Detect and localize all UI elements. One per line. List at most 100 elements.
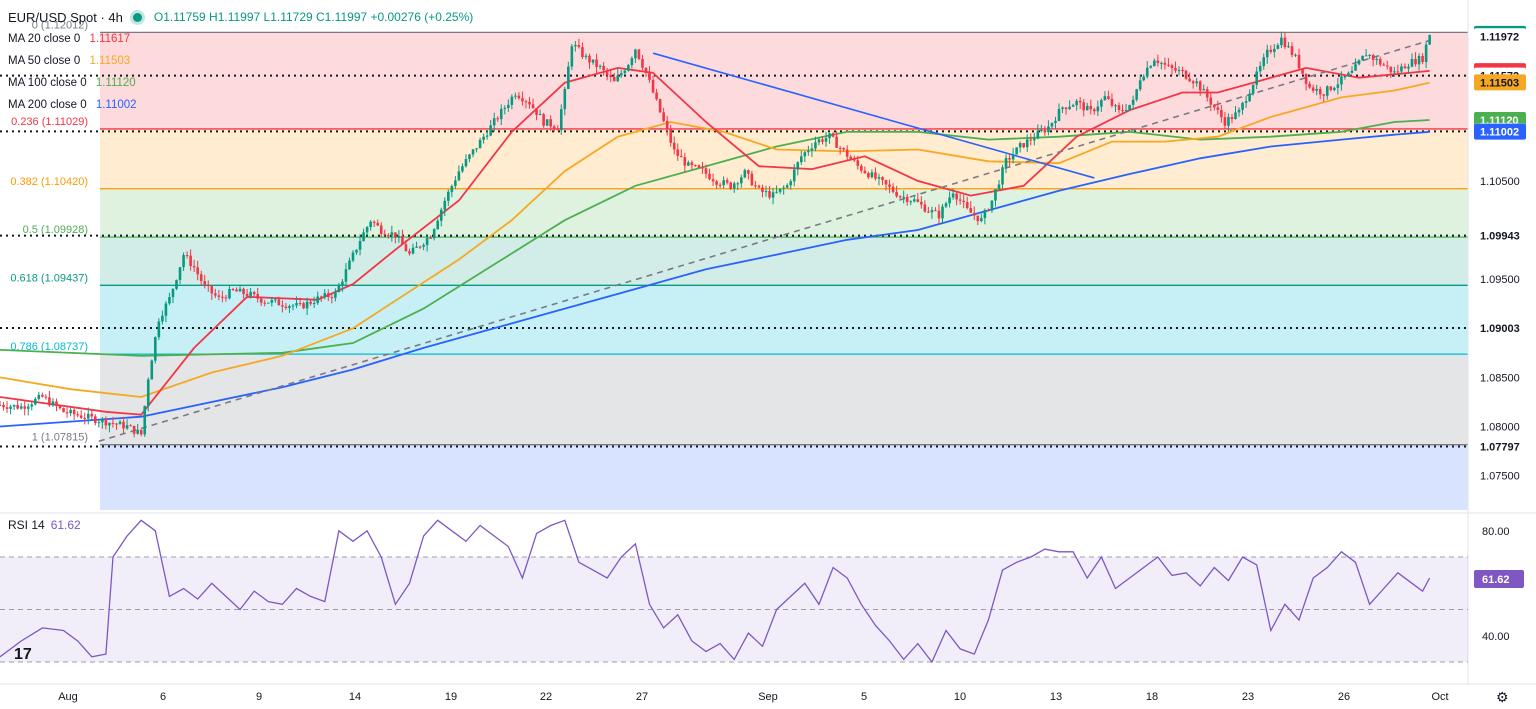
candle-body — [637, 49, 641, 60]
candle-body — [1371, 55, 1375, 60]
candle-body — [962, 200, 965, 203]
candle-body — [559, 109, 563, 131]
rising-trendline[interactable] — [98, 39, 1430, 442]
candle-body — [800, 156, 803, 163]
symbol-title[interactable]: EUR/USD Spot · 4h — [8, 9, 123, 25]
candle-body — [439, 209, 443, 221]
candle-body — [1103, 96, 1107, 101]
candle-body — [1283, 37, 1287, 48]
candle-body — [337, 285, 341, 292]
candle-body — [1110, 98, 1114, 106]
x-tick-label: Aug — [58, 691, 78, 703]
candle-body — [1015, 147, 1018, 155]
candle-body — [1375, 58, 1378, 60]
candle-body — [16, 404, 19, 409]
candle-body — [679, 155, 683, 158]
candle-body — [1188, 78, 1191, 82]
ma200-value: 1.11002 — [95, 99, 137, 111]
rsi-legend[interactable]: RSI 14 61.62 — [8, 518, 81, 532]
candle-body — [1414, 58, 1417, 65]
rsi-value: 61.62 — [50, 518, 81, 532]
candle-body — [369, 221, 372, 228]
candle-body — [125, 425, 129, 429]
candle-body — [161, 315, 164, 322]
candle-body — [1100, 100, 1103, 107]
candle-body — [79, 415, 83, 418]
candle-body — [214, 293, 217, 296]
candle-body — [1124, 110, 1128, 112]
candle-body — [1248, 93, 1251, 102]
candle-body — [807, 150, 810, 153]
candle-body — [531, 104, 535, 109]
candle-body — [1220, 109, 1223, 118]
candle-body — [542, 114, 545, 126]
rsi-tick-80: 80.00 — [1482, 526, 1510, 538]
candle-body — [1142, 76, 1146, 81]
candle-body — [48, 397, 51, 406]
candle-body — [86, 413, 90, 419]
candle-body — [1163, 62, 1167, 65]
gear-icon[interactable]: ⚙ — [1496, 689, 1509, 705]
price-label-badge — [1474, 28, 1526, 45]
ma200-legend[interactable]: MA 200 close 0 1.11002 — [8, 99, 137, 111]
price-label-badge — [1474, 438, 1526, 455]
candle-body — [178, 267, 182, 280]
candle-body — [2, 404, 5, 408]
candle-body — [627, 65, 630, 71]
candle-body — [291, 305, 295, 307]
candle-body — [1040, 129, 1043, 131]
y-tick-label: 1.09500 — [1480, 274, 1520, 286]
candle-body — [65, 412, 69, 414]
candle-body — [1114, 105, 1117, 107]
candle-body — [1280, 37, 1283, 46]
candle-body — [323, 293, 327, 298]
candle-body — [591, 59, 595, 63]
fib-zone-0.5 — [100, 237, 1468, 286]
candle-body — [447, 191, 450, 201]
candle-body — [23, 406, 27, 409]
candle-body — [62, 408, 65, 413]
candle-body — [136, 429, 139, 434]
candle-body — [912, 199, 916, 202]
candle-body — [471, 149, 475, 155]
candle-body — [1336, 84, 1340, 88]
x-tick-label: 14 — [349, 691, 361, 703]
ma20-legend[interactable]: MA 20 close 0 1.11617 — [8, 33, 130, 45]
candle-body — [168, 297, 171, 304]
tradingview-logo-icon[interactable]: 17 — [14, 646, 32, 663]
candle-body — [1145, 67, 1149, 77]
candle-body — [97, 422, 101, 424]
candle-body — [485, 135, 489, 137]
candle-body — [990, 200, 994, 211]
ma100-legend[interactable]: MA 100 close 0 1.11120 — [8, 77, 136, 89]
candle-body — [34, 398, 37, 405]
candle-body — [143, 405, 147, 435]
candle-body — [782, 187, 785, 189]
ma50-legend[interactable]: MA 50 close 0 1.11503 — [8, 55, 130, 67]
candle-body — [330, 297, 334, 299]
candle-body — [1318, 88, 1322, 95]
price-label-badge — [1474, 319, 1526, 336]
x-tick-label: 23 — [1242, 691, 1254, 703]
fib-zone-0.618 — [100, 285, 1468, 355]
candle-body — [1223, 117, 1227, 126]
candle-body — [1089, 105, 1093, 110]
falling-trendline[interactable] — [652, 52, 1095, 179]
fib-label-0.5: 0.5 (1.09928) — [23, 224, 88, 236]
candle-body — [422, 244, 425, 247]
candle-body — [1368, 55, 1371, 57]
candle-body — [210, 286, 214, 294]
candle-body — [856, 160, 860, 166]
candle-body — [1241, 102, 1244, 110]
candle-body — [196, 267, 199, 275]
rsi-value-badge — [1474, 569, 1524, 588]
candle-body — [619, 73, 623, 76]
candle-body — [461, 166, 464, 172]
candle-body — [76, 414, 79, 416]
candle-body — [1131, 99, 1135, 105]
candle-body — [574, 45, 577, 47]
candle-body — [334, 291, 337, 298]
candle-body — [175, 279, 178, 289]
candle-body — [351, 252, 355, 261]
